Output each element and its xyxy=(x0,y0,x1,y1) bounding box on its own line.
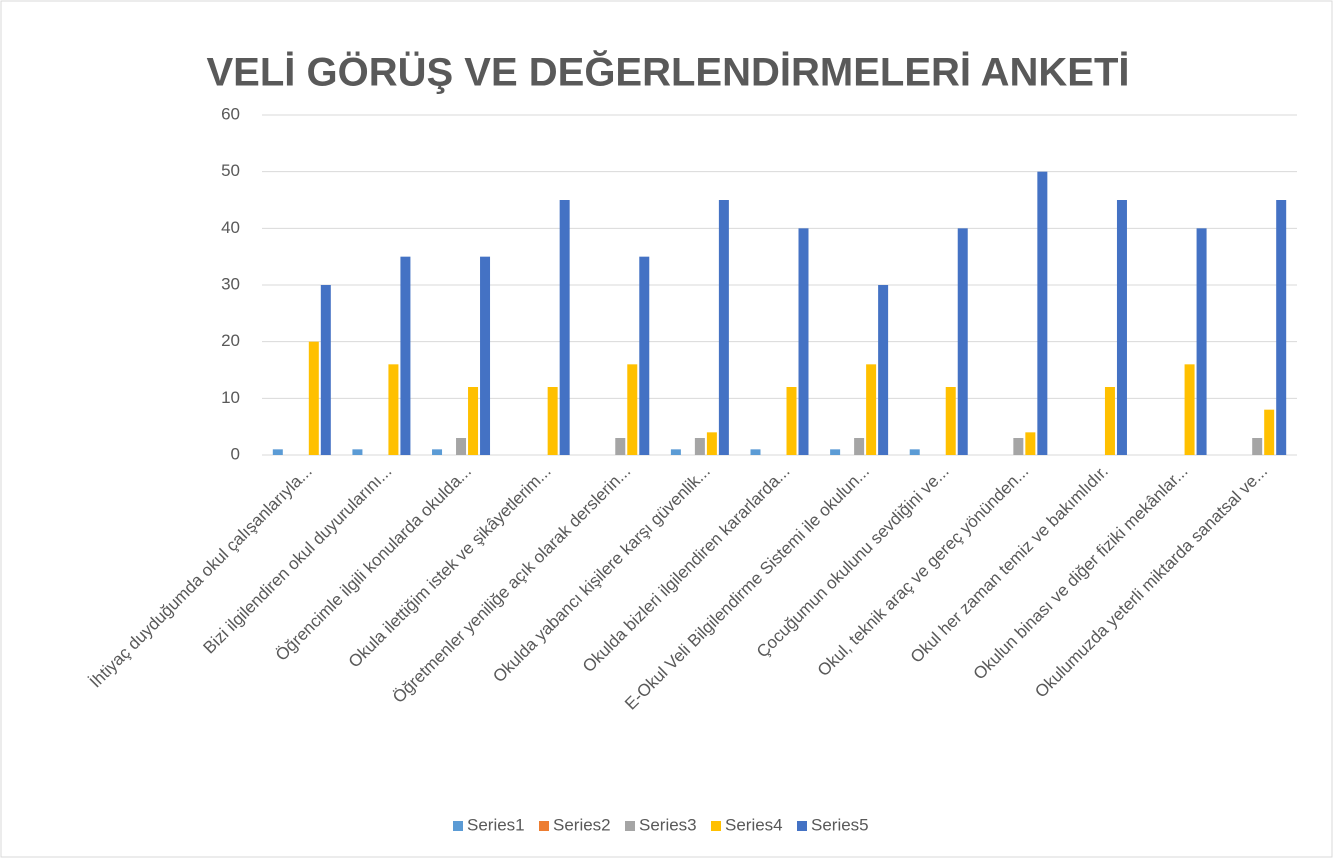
bar xyxy=(547,387,558,455)
bar xyxy=(957,228,968,455)
legend-swatch xyxy=(539,821,549,831)
bar xyxy=(878,285,889,455)
bar xyxy=(639,256,650,455)
legend-label: Series2 xyxy=(553,815,611,834)
legend-label: Series5 xyxy=(811,815,869,834)
legend-swatch xyxy=(797,821,807,831)
bar xyxy=(718,200,729,455)
legend-label: Series3 xyxy=(639,815,697,834)
bar xyxy=(1252,438,1263,455)
bar xyxy=(706,432,717,455)
bar xyxy=(1264,409,1275,455)
bar xyxy=(627,364,638,455)
bar xyxy=(456,438,467,455)
bar xyxy=(945,387,956,455)
chart-title: VELİ GÖRÜŞ VE DEĞERLENDİRMELERİ ANKETİ xyxy=(206,49,1129,95)
bar xyxy=(798,228,809,455)
y-tick-label: 10 xyxy=(221,388,240,407)
bar xyxy=(1116,200,1127,455)
bar xyxy=(1196,228,1207,455)
legend-swatch xyxy=(625,821,635,831)
bar xyxy=(1104,387,1115,455)
bar xyxy=(352,449,363,455)
bar xyxy=(388,364,399,455)
bar xyxy=(866,364,877,455)
bar xyxy=(909,449,920,455)
legend-swatch xyxy=(453,821,463,831)
legend-label: Series1 xyxy=(467,815,525,834)
bar xyxy=(1037,171,1048,455)
y-tick-label: 0 xyxy=(231,444,240,463)
y-tick-label: 40 xyxy=(221,218,240,237)
bar xyxy=(1184,364,1195,455)
bar xyxy=(308,341,319,455)
bar xyxy=(1013,438,1024,455)
bar xyxy=(400,256,411,455)
y-tick-label: 30 xyxy=(221,274,240,293)
bar xyxy=(320,285,331,455)
y-tick-label: 20 xyxy=(221,331,240,350)
bar xyxy=(615,438,626,455)
bar xyxy=(432,449,443,455)
legend-swatch xyxy=(711,821,721,831)
bar xyxy=(670,449,681,455)
bar xyxy=(830,449,841,455)
bar xyxy=(694,438,705,455)
bar xyxy=(786,387,797,455)
bar xyxy=(480,256,491,455)
y-tick-label: 60 xyxy=(221,104,240,123)
bar xyxy=(1025,432,1036,455)
bar xyxy=(559,200,570,455)
y-tick-label: 50 xyxy=(221,161,240,180)
bar xyxy=(1276,200,1287,455)
bar xyxy=(272,449,283,455)
bar xyxy=(750,449,761,455)
legend-label: Series4 xyxy=(725,815,783,834)
bar xyxy=(468,387,479,455)
bar xyxy=(854,438,865,455)
